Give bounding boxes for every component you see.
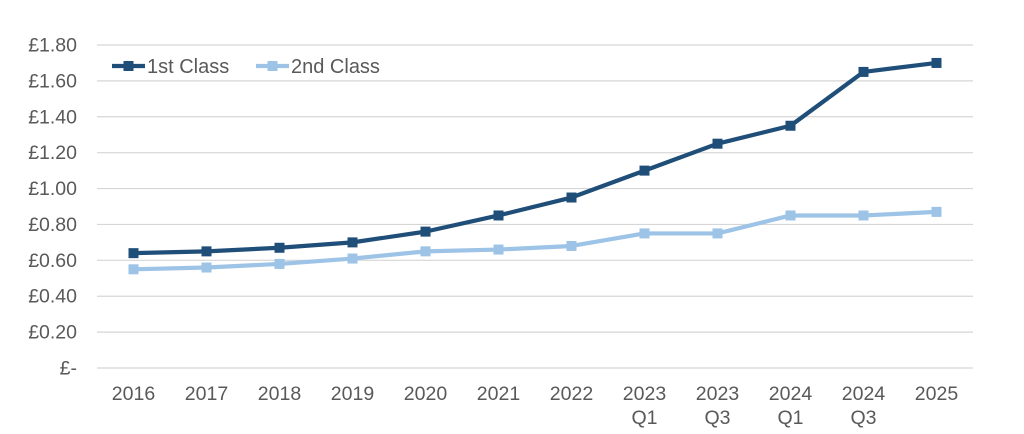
legend: 1st Class 2nd Class bbox=[112, 56, 380, 78]
y-tick-label: £0.20 bbox=[28, 322, 77, 344]
data-point-2nd-class-2016 bbox=[128, 264, 139, 275]
legend-marker-1st-class-icon bbox=[123, 61, 134, 71]
data-point-2nd-class-2024-Q3 bbox=[858, 210, 869, 221]
data-point-1st-class-2021 bbox=[493, 210, 504, 221]
x-tick-label: 2020 bbox=[404, 383, 448, 405]
y-gridlines bbox=[97, 44, 973, 369]
x-tick-label: 2019 bbox=[331, 383, 374, 405]
data-point-2nd-class-2021 bbox=[493, 244, 504, 255]
legend-marker-2nd-class-icon bbox=[267, 61, 278, 71]
x-tick-label: 2017 bbox=[185, 383, 228, 405]
data-point-1st-class-2023-Q3 bbox=[712, 138, 723, 149]
x-tick-label: 2024 Q1 bbox=[769, 383, 813, 429]
legend-item-2nd-class: 2nd Class bbox=[256, 56, 380, 78]
data-point-2nd-class-2025 bbox=[931, 206, 942, 217]
data-point-2nd-class-2022 bbox=[566, 240, 577, 251]
legend-label-2nd-class: 2nd Class bbox=[291, 56, 380, 78]
data-point-1st-class-2018 bbox=[274, 242, 285, 253]
series-1st-class bbox=[128, 57, 942, 259]
data-point-2nd-class-2023-Q1 bbox=[639, 228, 650, 239]
data-point-2nd-class-2023-Q3 bbox=[712, 228, 723, 239]
data-point-1st-class-2016 bbox=[128, 248, 139, 259]
legend-label-1st-class: 1st Class bbox=[147, 56, 229, 78]
data-point-1st-class-2023-Q1 bbox=[639, 165, 650, 176]
x-tick-label: 2018 bbox=[258, 383, 301, 405]
data-point-2nd-class-2017 bbox=[201, 262, 212, 273]
y-tick-label: £- bbox=[60, 358, 77, 380]
y-tick-label: £0.60 bbox=[28, 250, 77, 272]
y-tick-label: £1.60 bbox=[28, 70, 77, 92]
legend-item-1st-class: 1st Class bbox=[112, 56, 229, 78]
data-point-1st-class-2024-Q3 bbox=[858, 66, 869, 77]
y-tick-label: £1.20 bbox=[28, 142, 77, 164]
x-tick-label: 2016 bbox=[112, 383, 155, 405]
series-line-2nd-class bbox=[131, 209, 939, 272]
data-point-2nd-class-2019 bbox=[347, 253, 358, 264]
y-tick-label: £0.80 bbox=[28, 214, 77, 236]
data-point-2nd-class-2018 bbox=[274, 258, 285, 269]
y-tick-label: £1.80 bbox=[28, 35, 77, 57]
data-point-1st-class-2025 bbox=[931, 57, 942, 68]
x-tick-label: 2023 Q1 bbox=[623, 383, 666, 429]
series-2nd-class bbox=[128, 206, 942, 275]
data-point-1st-class-2017 bbox=[201, 246, 212, 257]
data-point-1st-class-2019 bbox=[347, 237, 358, 248]
data-point-1st-class-2020 bbox=[420, 226, 431, 237]
y-tick-label: £0.40 bbox=[28, 286, 77, 308]
x-tick-label: 2023 Q3 bbox=[696, 383, 739, 429]
x-axis-labels: 2016 2017 2018 2019 2020 2021 2022 2023 Q1 2023 Q3… bbox=[112, 383, 959, 429]
x-tick-label: 2021 bbox=[477, 383, 520, 405]
x-tick-label: 2024 Q3 bbox=[842, 383, 886, 429]
y-axis-labels: £- £0.20 £0.40 £0.60 £0.80 £1.00 £1.20 £1.40 £1.… bbox=[28, 35, 77, 380]
data-point-2nd-class-2024-Q1 bbox=[785, 210, 796, 221]
y-tick-label: £1.00 bbox=[28, 178, 77, 200]
x-tick-label: 2025 bbox=[915, 383, 959, 405]
data-point-1st-class-2022 bbox=[566, 192, 577, 203]
data-point-2nd-class-2020 bbox=[420, 246, 431, 257]
x-tick-label: 2022 bbox=[550, 383, 593, 405]
data-point-1st-class-2024-Q1 bbox=[785, 120, 796, 131]
y-tick-label: £1.40 bbox=[28, 106, 77, 128]
series-line-1st-class bbox=[131, 60, 939, 256]
